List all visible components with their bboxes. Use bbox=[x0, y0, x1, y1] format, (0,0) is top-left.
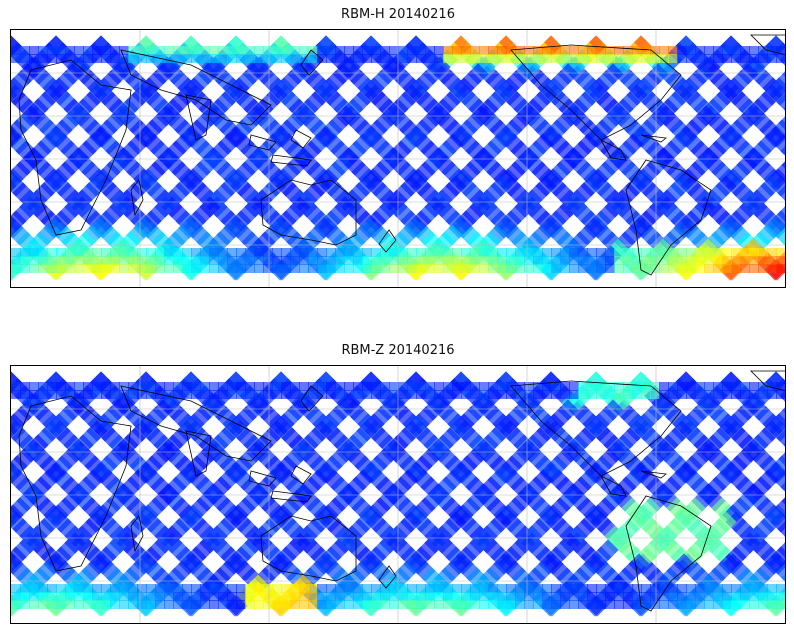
swath-layer bbox=[11, 371, 785, 617]
coastlines bbox=[18, 370, 785, 612]
graticule bbox=[11, 366, 785, 623]
swath-layer bbox=[11, 35, 785, 281]
panel-title-rbm-h: RBM-H 20140216 bbox=[341, 7, 455, 22]
graticule bbox=[11, 30, 785, 287]
map-rbm-h bbox=[10, 29, 786, 288]
map-rbm-z bbox=[10, 365, 786, 624]
map-canvas-rbm-h bbox=[11, 30, 785, 287]
panel-title-rbm-z: RBM-Z 20140216 bbox=[341, 343, 455, 358]
coastlines bbox=[18, 34, 785, 276]
map-canvas-rbm-z bbox=[11, 366, 785, 623]
